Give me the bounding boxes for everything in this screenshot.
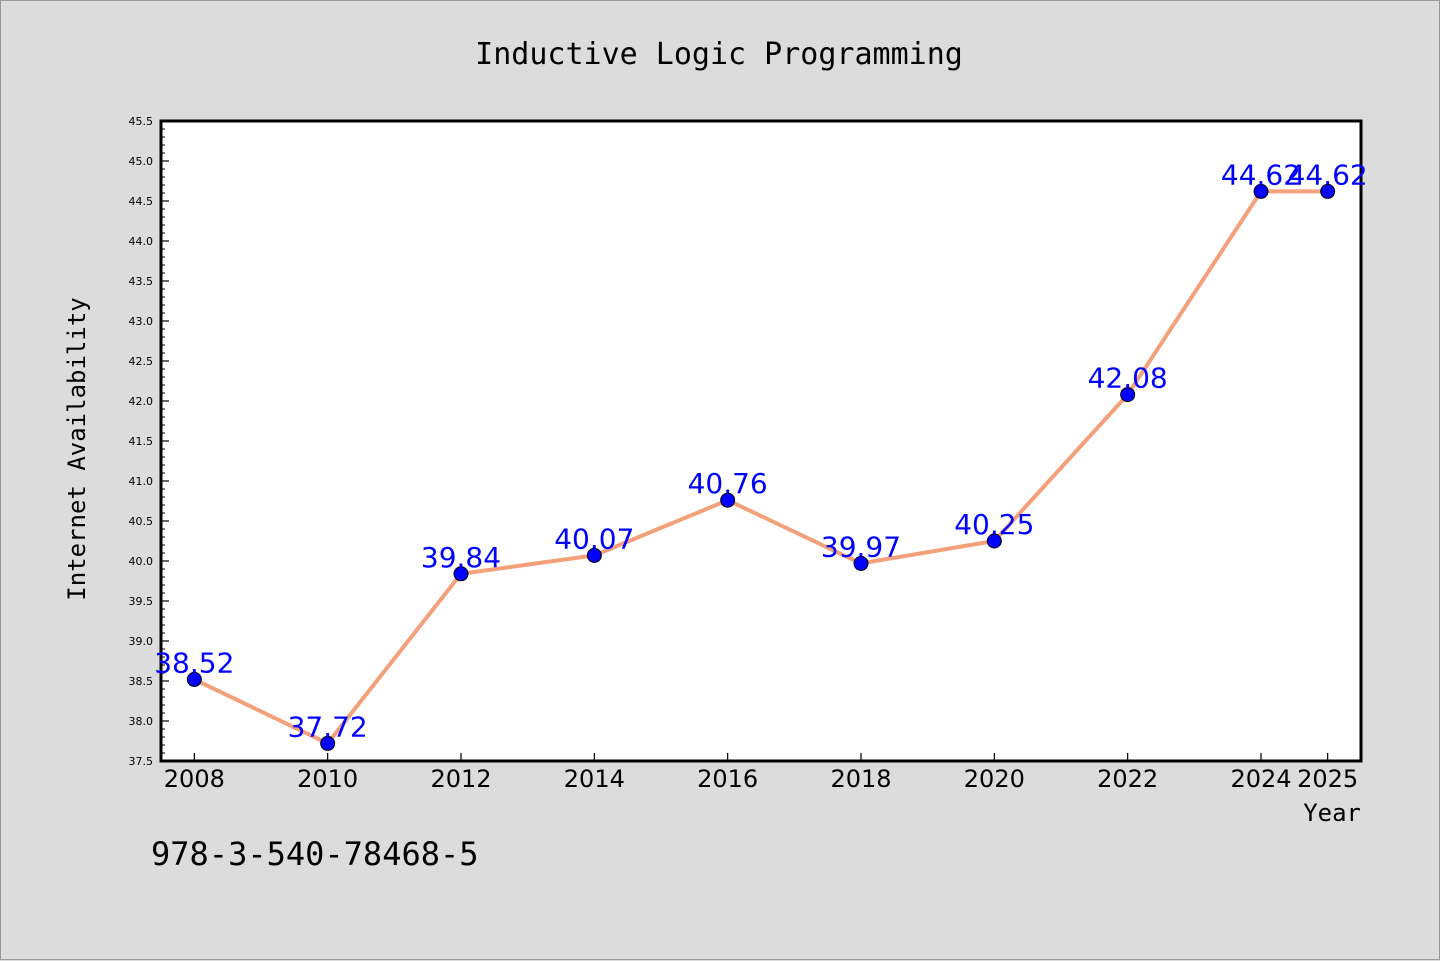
- y-tick-label: 40.0: [129, 555, 154, 568]
- data-point: [1120, 387, 1136, 403]
- y-tick-label: 39.0: [129, 635, 154, 648]
- y-tick-label: 45.5: [129, 115, 154, 128]
- data-point: [853, 555, 869, 571]
- data-label: 37.72: [288, 710, 368, 743]
- x-tick-label: 2010: [297, 765, 358, 793]
- y-tick-label: 41.0: [129, 475, 154, 488]
- data-label: 39.97: [821, 530, 901, 563]
- x-tick-label: 2016: [697, 765, 758, 793]
- y-tick-label: 41.5: [129, 435, 154, 448]
- x-tick-label: 2020: [964, 765, 1025, 793]
- y-tick-label: 37.5: [129, 755, 154, 768]
- data-label: 44.62: [1288, 158, 1368, 191]
- y-axis-ticks: 37.5 38.0 38.5 39.0 39.5 40.0 40.5 41.0 41.5 42.0…: [129, 115, 169, 768]
- y-tick-label: 38.5: [129, 675, 154, 688]
- x-tick-label: 2008: [164, 765, 225, 793]
- x-axis-ticks: 2008 2010 2012 2014 2016 2018 2020 2022 2024 2025: [164, 753, 1358, 793]
- y-tick-label: 42.5: [129, 355, 154, 368]
- y-tick-label: 39.5: [129, 595, 154, 608]
- series-group: 38.52 37.72 39.84 40.07 40.76 39.97 40.25 42.08…: [154, 158, 1368, 751]
- y-tick-label: 43.0: [129, 315, 154, 328]
- y-tick-label: 42.0: [129, 395, 154, 408]
- x-axis-label: Year: [1303, 799, 1361, 827]
- plot-area: [159, 119, 1363, 763]
- data-point: [720, 492, 736, 508]
- x-tick-label: 2014: [564, 765, 625, 793]
- data-label: 40.76: [688, 467, 768, 500]
- chart-title: Inductive Logic Programming: [475, 37, 963, 72]
- series-line: [193, 189, 1328, 746]
- data-point: [453, 566, 469, 582]
- data-label: 40.07: [554, 522, 634, 555]
- data-point: [586, 547, 602, 563]
- y-tick-label: 44.0: [129, 235, 154, 248]
- y-tick-label: 38.0: [129, 715, 154, 728]
- footer-text: 978-3-540-78468-5: [151, 835, 479, 873]
- data-label: 38.52: [154, 646, 234, 679]
- data-label: 40.25: [954, 508, 1034, 541]
- x-tick-label: 2012: [430, 765, 491, 793]
- y-tick-label: 45.0: [129, 155, 154, 168]
- y-tick-label: 40.5: [129, 515, 154, 528]
- data-label: 39.84: [421, 541, 501, 574]
- data-point: [986, 533, 1002, 549]
- data-point: [1320, 183, 1336, 199]
- y-tick-label: 43.5: [129, 275, 154, 288]
- x-tick-label: 2018: [830, 765, 891, 793]
- y-axis-label: Internet Availability: [63, 297, 91, 600]
- data-point: [1253, 183, 1269, 199]
- y-tick-label: 44.5: [129, 195, 154, 208]
- data-point: [186, 671, 202, 687]
- data-label: 42.08: [1088, 362, 1168, 395]
- data-label: 44.62: [1221, 158, 1301, 191]
- x-tick-label: 2022: [1097, 765, 1158, 793]
- data-point: [320, 735, 336, 751]
- x-tick-label: 2024: [1230, 765, 1291, 793]
- x-tick-label: 2025: [1297, 765, 1358, 793]
